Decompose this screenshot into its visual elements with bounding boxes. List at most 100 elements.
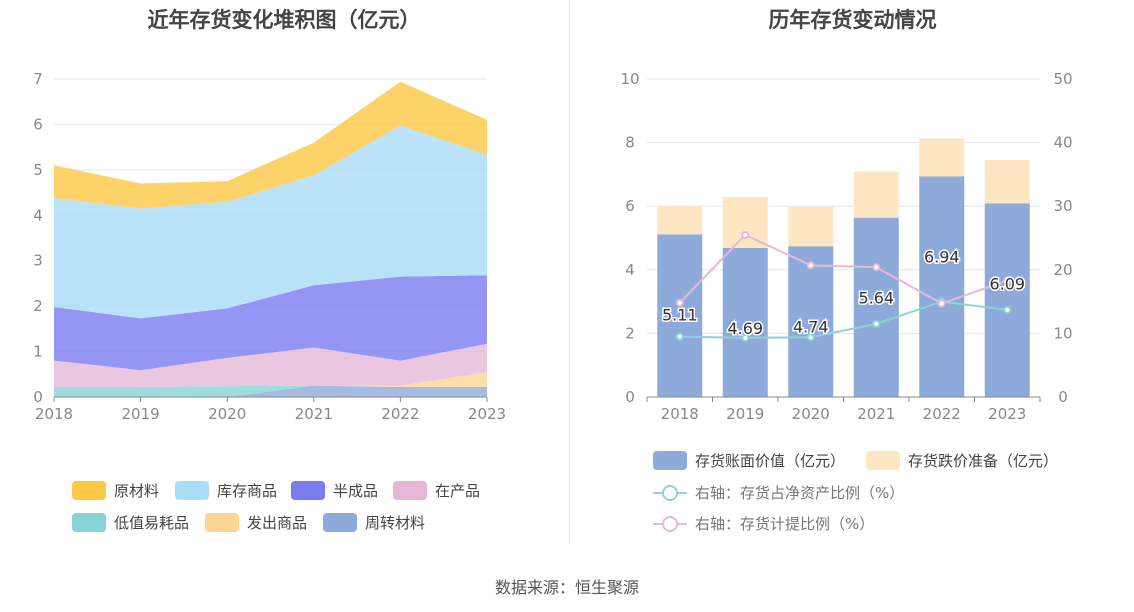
bar-存货账面价值（亿元） — [853, 217, 899, 397]
legend-label: 半成品 — [333, 482, 379, 500]
bar-value-label: 4.69 — [727, 319, 763, 338]
legend-item[interactable]: 右轴：存货计提比例（%） — [653, 513, 874, 534]
legend-item[interactable]: 右轴：存货占净资产比例（%） — [653, 482, 904, 503]
line-point — [806, 261, 815, 270]
line-point — [741, 230, 750, 239]
area-在产品 — [54, 343, 487, 388]
bar-存货账面价值（亿元） — [919, 176, 965, 397]
y-tick-label: 2 — [33, 297, 43, 315]
y2-tick-label: 10 — [1053, 324, 1072, 342]
x-tick-label: 2020 — [208, 405, 246, 423]
legend-item[interactable]: 在产品 — [393, 480, 480, 501]
x-tick-label: 2019 — [122, 405, 160, 423]
line-point — [937, 299, 946, 308]
area-周转材料 — [54, 385, 487, 397]
bar-存货账面价值（亿元） — [788, 246, 834, 397]
legend-label: 库存商品 — [217, 482, 278, 500]
bar-存货跌价准备（亿元） — [853, 171, 899, 218]
line-右轴：存货计提比例（%） — [679, 233, 1008, 305]
bar-value-label: 4.74 — [793, 317, 829, 336]
legend-swatch — [323, 513, 357, 532]
legend-item[interactable]: 原材料 — [72, 480, 159, 501]
bar-存货跌价准备（亿元） — [657, 206, 703, 235]
bar-存货账面价值（亿元） — [984, 203, 1030, 397]
legend-item[interactable]: 存货跌价准备（亿元） — [866, 450, 1058, 471]
y-tick-label: 5 — [33, 161, 43, 179]
legend-swatch — [72, 481, 106, 500]
area-原材料 — [54, 81, 487, 209]
line-point — [675, 332, 684, 341]
legend-item[interactable]: 低值易耗品 — [72, 512, 189, 533]
legend-item[interactable]: 半成品 — [291, 480, 378, 501]
legend-item[interactable]: 周转材料 — [323, 512, 425, 533]
x-tick-label: 2018 — [35, 405, 73, 423]
y-tick-label: 3 — [33, 252, 43, 270]
y2-tick-label: 20 — [1053, 261, 1072, 279]
y2-tick-label: 0 — [1058, 388, 1068, 406]
bar-存货账面价值（亿元） — [657, 234, 703, 397]
legend-swatch — [205, 513, 239, 532]
x-tick-label: 2021 — [857, 405, 895, 423]
y2-tick-label: 50 — [1053, 70, 1072, 88]
x-tick-label: 2018 — [661, 405, 699, 423]
line-右轴：存货占净资产比例（%） — [679, 300, 1008, 339]
line-point — [1003, 305, 1012, 314]
legend-swatch — [175, 481, 209, 500]
legend-label: 右轴：存货计提比例（%） — [695, 515, 875, 533]
x-tick-label: 2021 — [295, 405, 333, 423]
x-tick-label: 2022 — [923, 405, 961, 423]
line-point — [872, 319, 881, 328]
y2-tick-label: 30 — [1053, 197, 1072, 215]
legend-label: 周转材料 — [365, 514, 426, 532]
bar-存货跌价准备（亿元） — [722, 196, 768, 248]
x-tick-label: 2023 — [988, 405, 1026, 423]
y-tick-label: 4 — [625, 261, 635, 279]
bar-存货跌价准备（亿元） — [788, 206, 834, 247]
y-tick-label: 0 — [33, 388, 43, 406]
legend-item[interactable]: 库存商品 — [175, 480, 277, 501]
area-半成品 — [54, 275, 487, 371]
bar-line-chart: 0 2 4 6 8 10 0 10 20 30 40 50 2018 2019 2020 2021 2022 20… — [620, 70, 1072, 423]
bar-存货账面价值（亿元） — [722, 247, 768, 397]
area-低值易耗品 — [54, 372, 487, 397]
bar-value-label: 5.64 — [858, 289, 894, 308]
area-库存商品 — [54, 125, 487, 319]
y-tick-label: 0 — [625, 388, 635, 406]
legend-swatch — [866, 451, 900, 470]
legend-item[interactable]: 发出商品 — [205, 512, 307, 533]
left-chart-title: 近年存货变化堆积图（亿元） — [147, 8, 421, 32]
legend-swatch — [653, 483, 687, 502]
bar-存货跌价准备（亿元） — [984, 160, 1030, 204]
line-point — [1003, 276, 1012, 285]
legend-label: 在产品 — [435, 482, 481, 500]
y-tick-label: 8 — [625, 134, 635, 152]
panel-divider — [569, 0, 570, 543]
x-tick-label: 2022 — [381, 405, 419, 423]
x-tick-label: 2019 — [726, 405, 764, 423]
legend-label: 发出商品 — [247, 514, 308, 532]
y-tick-label: 7 — [33, 70, 43, 88]
bar-value-label: 5.11 — [662, 306, 698, 325]
legend-label: 低值易耗品 — [114, 514, 190, 532]
line-point — [872, 263, 881, 272]
line-point — [675, 298, 684, 307]
legend-item[interactable]: 存货账面价值（亿元） — [653, 450, 845, 471]
y-tick-label: 4 — [33, 206, 43, 224]
stacked-area-chart: 0 1 2 3 4 5 6 7 2018 2019 2020 2021 2022 2023 — [33, 70, 506, 423]
right-chart-title: 历年存货变动情况 — [768, 8, 937, 32]
line-point — [806, 333, 815, 342]
legend-swatch — [653, 451, 687, 470]
x-tick-label: 2023 — [468, 405, 506, 423]
legend-swatch — [291, 481, 325, 500]
bar-存货跌价准备（亿元） — [919, 138, 965, 177]
y-tick-label: 1 — [33, 343, 43, 361]
legend-label: 存货跌价准备（亿元） — [908, 452, 1059, 470]
legend-swatch — [72, 513, 106, 532]
y2-tick-label: 40 — [1053, 134, 1072, 152]
left-chart-panel: 近年存货变化堆积图（亿元） 0 1 2 3 4 5 6 7 2018 2019 2020 2021 20… — [0, 0, 568, 545]
y-tick-label: 6 — [33, 115, 43, 133]
legend-swatch — [393, 481, 427, 500]
bar-value-label: 6.09 — [989, 274, 1025, 293]
line-point — [741, 333, 750, 342]
x-tick-label: 2020 — [792, 405, 830, 423]
